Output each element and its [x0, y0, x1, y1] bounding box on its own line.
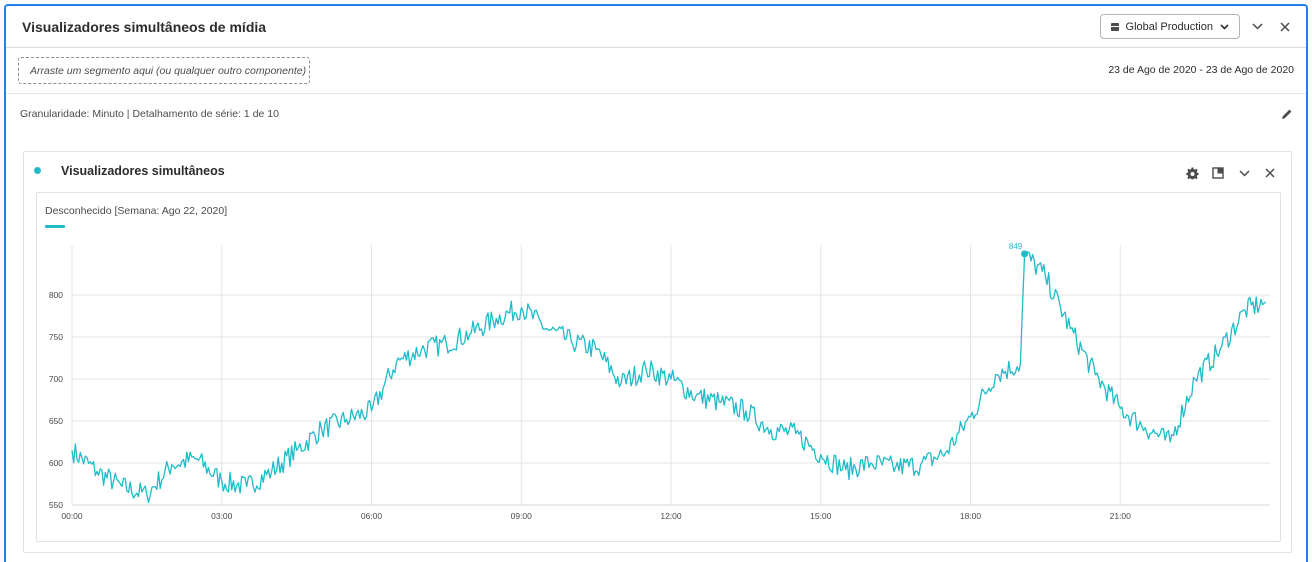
- segment-drop-zone[interactable]: Arraste um segmento aqui (ou qualquer ou…: [18, 57, 310, 84]
- x-tick-label: 21:00: [1110, 511, 1132, 521]
- x-tick-label: 18:00: [960, 511, 982, 521]
- y-tick-label: 650: [49, 416, 63, 426]
- viz-collapse-button[interactable]: [1233, 162, 1255, 184]
- visualization-actions: [1181, 162, 1281, 184]
- x-tick-label: 00:00: [61, 511, 83, 521]
- close-icon: [1280, 21, 1290, 32]
- x-tick-label: 15:00: [810, 511, 832, 521]
- panel-header: Visualizadores simultâneos de mídia Glob…: [6, 6, 1306, 48]
- visualization-card: Visualizadores simultâneos: [23, 151, 1292, 553]
- line-chart: 550 600 650 700 750 800 00:00 03:00 06:00 09:00 12…: [49, 242, 1270, 521]
- visualization-title: Visualizadores simultâneos: [61, 164, 225, 178]
- panel-title: Visualizadores simultâneos de mídia: [22, 18, 267, 35]
- close-icon: [1265, 168, 1275, 178]
- peak-marker: [1021, 250, 1029, 258]
- chevron-down-icon: [1238, 169, 1250, 177]
- viz-settings-button[interactable]: [1181, 162, 1203, 184]
- report-suite-label: Global Production: [1125, 20, 1213, 33]
- chevron-down-icon: [1251, 23, 1263, 30]
- y-tick-label: 600: [49, 458, 63, 468]
- legend-swatch: [45, 225, 65, 228]
- segment-row: Arraste um segmento aqui (ou qualquer ou…: [6, 48, 1306, 94]
- date-range[interactable]: 23 de Ago de 2020 - 23 de Ago de 2020: [1108, 64, 1294, 76]
- peak-label: 849: [1009, 242, 1023, 251]
- legend-label[interactable]: Desconhecido [Semana: Ago 22, 2020]: [45, 205, 228, 217]
- y-tick-label: 750: [49, 332, 63, 342]
- series-dot: [34, 167, 41, 174]
- panel-header-actions: Global Production: [1099, 14, 1296, 39]
- expand-icon: [1212, 167, 1224, 179]
- edit-settings-button[interactable]: [1276, 104, 1296, 124]
- viz-expand-button[interactable]: [1207, 162, 1229, 184]
- panel-close-button[interactable]: [1274, 16, 1296, 38]
- series-line: [71, 251, 1267, 504]
- x-tick-label: 12:00: [660, 511, 682, 521]
- report-suite-dropdown[interactable]: Global Production: [1099, 14, 1240, 39]
- gear-icon: [1185, 166, 1199, 179]
- y-tick-label: 800: [49, 290, 63, 300]
- x-tick-label: 09:00: [511, 511, 533, 521]
- x-tick-label: 06:00: [361, 511, 383, 521]
- viz-close-button[interactable]: [1259, 162, 1281, 184]
- chart-area: Desconhecido [Semana: Ago 22, 2020] 550 6…: [36, 192, 1281, 542]
- chevron-down-icon: [1220, 23, 1229, 30]
- y-tick-label: 700: [49, 374, 63, 384]
- x-tick-label: 03:00: [211, 511, 233, 521]
- freeform-panel: Visualizadores simultâneos de mídia Glob…: [4, 4, 1308, 562]
- database-icon: [1110, 22, 1119, 31]
- granularity-info: Granularidade: Minuto | Detalhamento de …: [20, 108, 279, 120]
- pencil-icon: [1281, 109, 1291, 119]
- y-tick-label: 550: [49, 500, 63, 510]
- panel-collapse-button[interactable]: [1246, 16, 1268, 38]
